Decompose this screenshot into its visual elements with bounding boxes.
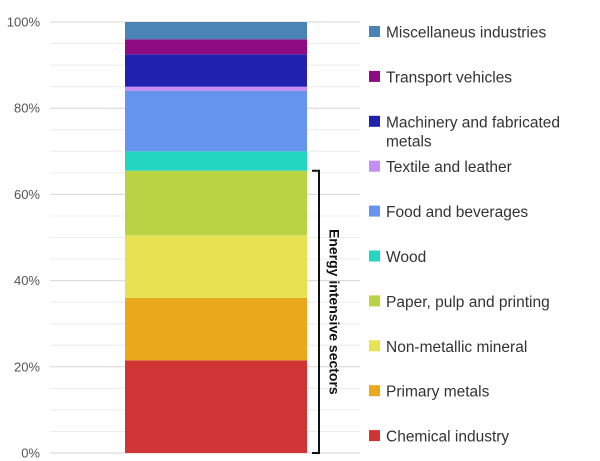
bar-segment [125, 170, 307, 236]
legend-swatch [369, 70, 380, 82]
bar-segment [125, 22, 307, 40]
annotation-label: Energy intensive sectors [326, 229, 342, 395]
legend-label: Non-metallic mineral [386, 339, 527, 356]
legend: Miscellaneus industries Transport vehicle… [369, 25, 560, 446]
legend-label: Chemical industry [386, 429, 509, 446]
y-tick-label: 60% [14, 187, 40, 202]
bar-segment [125, 86, 307, 91]
legend-swatch [369, 250, 380, 262]
legend-swatch [369, 26, 380, 37]
y-tick-label: 20% [14, 359, 40, 374]
legend-swatch [369, 115, 380, 127]
legend-swatch [369, 295, 380, 307]
y-tick-label: 100% [7, 15, 41, 30]
bar-segment [125, 297, 307, 361]
legend-label: Transport vehicles [386, 69, 512, 86]
legend-label: Machinery and fabricated metals [386, 114, 560, 150]
legend-swatch [369, 430, 380, 442]
legend-label: Textile and leather [386, 159, 512, 176]
bar-segment [125, 360, 307, 453]
bar-stack [125, 22, 307, 453]
legend-swatch [369, 205, 380, 217]
legend-label: Miscellaneus industries [386, 25, 546, 42]
legend-swatch [369, 340, 380, 352]
legend-label: Primary metals [386, 384, 490, 401]
y-tick-label: 40% [14, 273, 40, 288]
bar-segment [125, 54, 307, 87]
legend-swatch [369, 385, 380, 397]
y-tick-label: 80% [14, 101, 40, 116]
annotation-bracket: Energy intensive sectors [312, 169, 342, 454]
y-tick-label: 0% [21, 446, 40, 461]
y-axis-tick-labels: 0% 20% 40% 60% 80% 100% [7, 15, 41, 461]
legend-swatch [369, 160, 380, 172]
legend-label: Paper, pulp and printing [386, 294, 550, 311]
legend-label: Food and beverages [386, 204, 528, 221]
bracket-line [312, 169, 320, 454]
legend-label: Wood [386, 249, 426, 266]
bar-segment [125, 235, 307, 298]
bar-segment [125, 90, 307, 152]
bar-segment [125, 151, 307, 171]
bar-segment [125, 39, 307, 55]
